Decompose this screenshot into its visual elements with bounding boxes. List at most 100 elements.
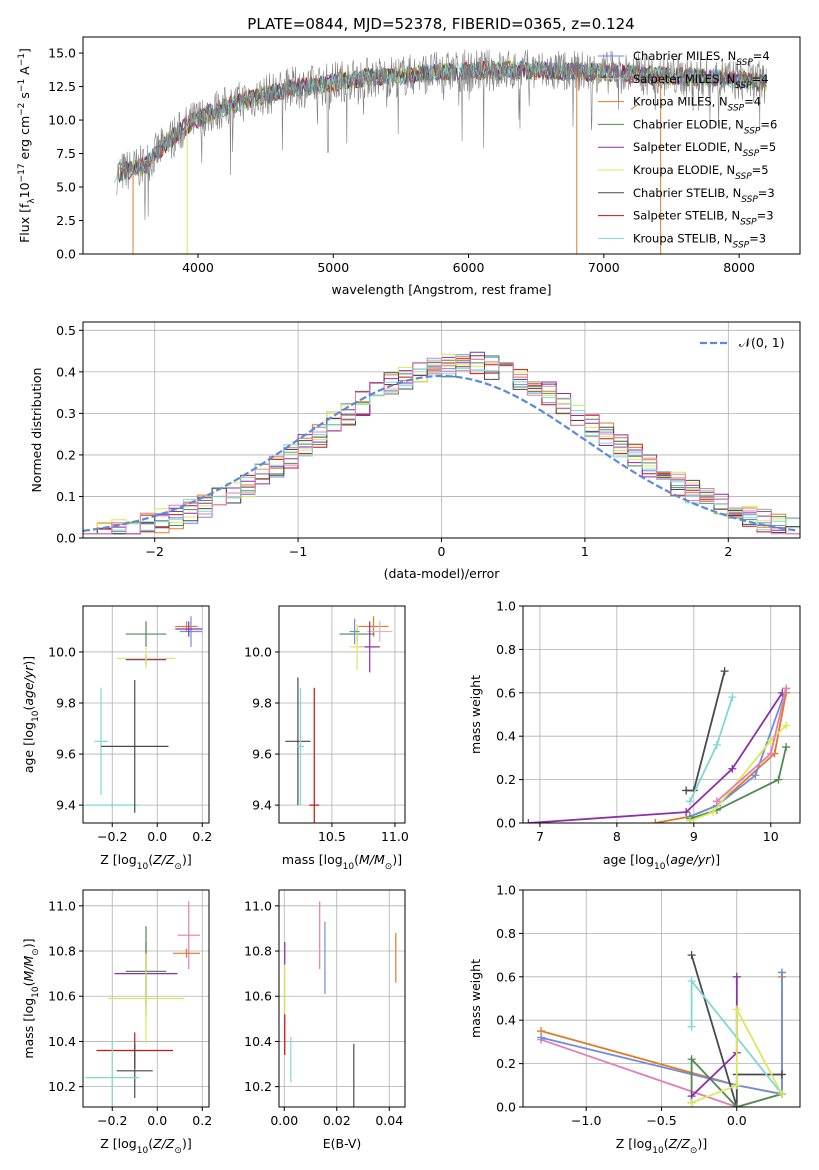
- panel-mass_vs_Z: −0.2 0.0 0.2 10.2 10.4 10.6 10.8 11.0 Z [log10(Z…: [21, 889, 212, 1156]
- mass-weight-point: [732, 1081, 741, 1090]
- plot-area: [85, 616, 203, 813]
- y-tick-label: 0.1: [56, 489, 76, 504]
- x-axis-label: E(B-V): [323, 1136, 362, 1151]
- plot-area: [83, 351, 800, 535]
- mass-weight-point: [687, 1022, 696, 1031]
- legend-entry: Kroupa MILES, NSSP=4: [633, 95, 761, 114]
- legend-entry: Chabrier STELIB, NSSP=3: [633, 186, 775, 205]
- x-tick-label: 0.0: [147, 829, 167, 844]
- mass-weight-line: [528, 692, 784, 823]
- y-tick-label: 10.2: [48, 1079, 76, 1094]
- axes-frame: [278, 605, 406, 824]
- y-tick-label: 0.4: [496, 1013, 516, 1028]
- legend: Chabrier MILES, NSSP=4 Salpeter MILES, NS…: [598, 49, 777, 250]
- y-tick-label: 0.0: [496, 1100, 516, 1115]
- y-tick-label: 0.8: [496, 642, 516, 657]
- y-tick-label: 9.4: [56, 798, 76, 813]
- x-tick-label: 0.04: [375, 1113, 403, 1128]
- mass-weight-point: [709, 808, 718, 817]
- mass-weight-line: [689, 724, 787, 822]
- plot-area: [537, 951, 786, 1107]
- x-axis-label: Z [log10(Z/Z⊙)]: [100, 1136, 191, 1156]
- x-tick-label: 8000: [723, 260, 755, 275]
- mass-weight-point: [685, 816, 694, 823]
- y-tick-label: 0.2: [496, 772, 516, 787]
- panel-massweight_vs_Z: −1.0 −0.5 0.0 0.0 0.2 0.4 0.6 0.8 1.0 Z [log10(Z/…: [468, 883, 801, 1156]
- x-tick-label: 11.0: [381, 829, 409, 844]
- x-tick-label: 0.00: [270, 1113, 298, 1128]
- mass-weight-point: [687, 1055, 696, 1064]
- x-tick-label: 2: [724, 544, 732, 559]
- x-tick-label: −0.5: [646, 1113, 676, 1128]
- axes-frame: [82, 36, 801, 255]
- mass-weight-point: [524, 819, 533, 823]
- y-tick-label: 0.4: [56, 364, 76, 379]
- y-tick-label: 10.6: [48, 989, 76, 1004]
- y-tick-label: 0.5: [56, 323, 76, 338]
- mass-weight-point: [685, 797, 694, 806]
- y-tick-label: 2.5: [56, 213, 76, 228]
- x-axis-label: mass [log10(M/M⊙)]: [282, 852, 402, 872]
- x-tick-label: 0.0: [147, 1113, 167, 1128]
- mass-weight-line: [686, 670, 726, 792]
- panel-mass_vs_ebv: 0.00 0.02 0.04 10.2 10.4 10.6 10.8 11.0 E(B-V): [244, 889, 406, 1151]
- mass-weight-point: [687, 977, 696, 986]
- mass-weight-point: [782, 721, 791, 730]
- y-tick-label: 0.2: [496, 1056, 516, 1071]
- x-axis-label: (data-model)/error: [384, 566, 501, 581]
- mass-weight-point: [751, 771, 760, 780]
- y-tick-label: 0.3: [56, 406, 76, 421]
- observed-spectrum-line: [116, 49, 767, 220]
- plot-area: [85, 901, 200, 1107]
- mass-weight-point: [728, 693, 737, 702]
- x-tick-label: 0.0: [727, 1113, 747, 1128]
- y-tick-label: 1.0: [496, 883, 516, 898]
- axes-frame: [82, 605, 210, 824]
- mass-weight-point: [777, 1070, 786, 1079]
- mass-weight-point: [537, 1033, 546, 1042]
- mass-weight-point: [720, 667, 729, 676]
- panel-massweight_vs_age: 7 8 9 10 0.0 0.2 0.4 0.6 0.8 1.0 age [log10(age/yr…: [468, 599, 801, 872]
- legend-entry: Salpeter ELODIE, NSSP=5: [633, 140, 776, 159]
- y-tick-label: 1.0: [496, 599, 516, 614]
- y-axis-label: Flux [fλ10−17 erg cm−2 s−1 A−1]: [17, 48, 37, 243]
- x-tick-label: 10: [763, 829, 779, 844]
- mass-weight-line: [690, 1057, 783, 1107]
- x-tick-label: 0.02: [323, 1113, 351, 1128]
- mass-weight-point: [782, 684, 791, 693]
- legend-entry: 𝒩(0, 1): [739, 335, 785, 350]
- x-tick-label: 7000: [588, 260, 620, 275]
- y-axis-label: mass weight: [468, 959, 483, 1038]
- x-tick-label: 0.2: [192, 1113, 212, 1128]
- mass-weight-line: [689, 688, 787, 818]
- mass-weight-point: [682, 786, 691, 795]
- x-tick-label: 5000: [317, 260, 349, 275]
- y-tick-label: 11.0: [244, 898, 272, 913]
- y-tick-label: 10.0: [48, 113, 76, 128]
- figure-title: PLATE=0844, MJD=52378, FIBERID=0365, z=0…: [247, 15, 634, 33]
- y-tick-label: 0.6: [496, 685, 516, 700]
- x-tick-label: 6000: [453, 260, 485, 275]
- mass-weight-point: [777, 1089, 786, 1098]
- x-tick-label: 1: [581, 544, 589, 559]
- mass-weight-point: [728, 764, 737, 773]
- panel-age_vs_Z: −0.2 0.0 0.2 9.4 9.6 9.8 10.0 Z [log10(Z/Z⊙)] ag…: [21, 605, 212, 872]
- legend-entry: Kroupa ELODIE, NSSP=5: [633, 163, 769, 182]
- axes-frame: [278, 889, 406, 1108]
- y-axis-label: mass weight: [468, 675, 483, 754]
- y-tick-label: 11.0: [48, 898, 76, 913]
- x-tick-label: −2: [145, 544, 163, 559]
- legend-entry: Chabrier MILES, NSSP=4: [633, 49, 770, 68]
- mass-weight-line: [690, 954, 782, 1107]
- y-tick-label: 10.8: [244, 944, 272, 959]
- y-tick-label: 15.0: [48, 46, 76, 61]
- y-tick-label: 10.8: [48, 944, 76, 959]
- y-tick-label: 9.6: [252, 747, 272, 762]
- legend-entry: Chabrier ELODIE, NSSP=6: [633, 117, 777, 136]
- x-tick-label: −1.0: [571, 1113, 601, 1128]
- axes-frame: [522, 605, 801, 824]
- mass-weight-point: [732, 1103, 741, 1107]
- mass-weight-point: [687, 1098, 696, 1107]
- axes-frame: [82, 889, 210, 1108]
- legend-entry: Salpeter STELIB, NSSP=3: [633, 209, 774, 228]
